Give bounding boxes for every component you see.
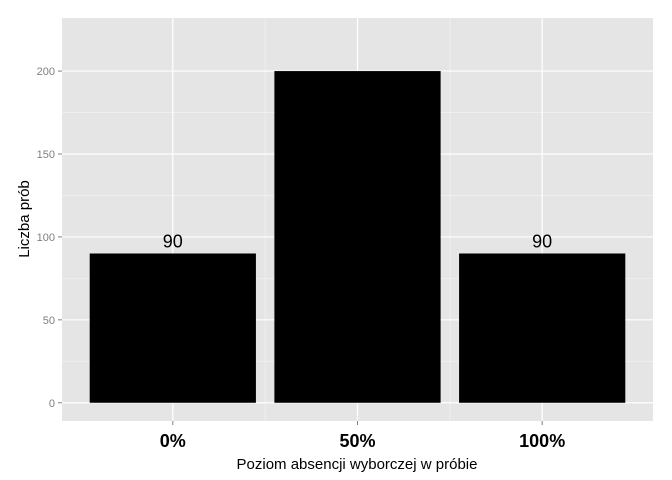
bar [459, 253, 626, 403]
x-axis-ticks: 0% 50% 100% [160, 421, 565, 451]
x-tick-label: 50% [339, 431, 375, 451]
y-tick-label: 0 [49, 398, 55, 410]
y-tick-label: 150 [37, 149, 55, 161]
y-tick-label: 100 [37, 232, 55, 244]
data-labels: 90 90 [163, 231, 552, 251]
bars [89, 71, 626, 403]
x-tick-label: 0% [160, 431, 186, 451]
x-axis-title: Poziom absencji wyborczej w próbie [237, 456, 478, 473]
bar [274, 71, 441, 403]
y-tick-label: 200 [37, 66, 55, 78]
y-axis-ticks: 0 50 100 150 200 [37, 66, 62, 410]
x-tick-label: 100% [519, 431, 565, 451]
y-tick-label: 50 [43, 315, 55, 327]
bar [89, 253, 256, 403]
y-axis-title: Liczba prób [16, 180, 33, 258]
data-label: 90 [163, 231, 183, 251]
data-label: 90 [532, 231, 552, 251]
